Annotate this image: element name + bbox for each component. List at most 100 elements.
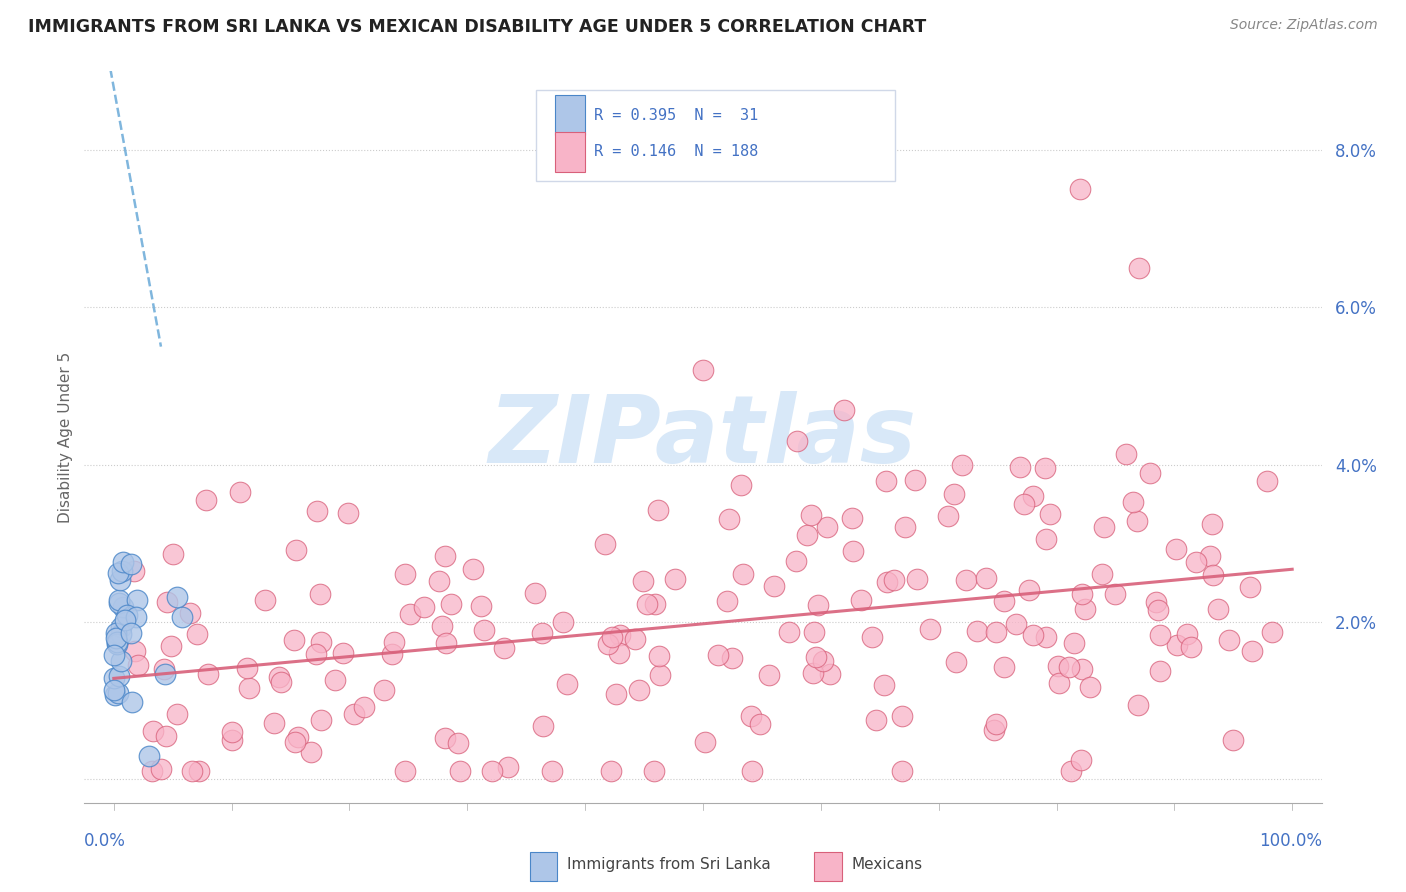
Point (811, 654, 834, 668)
Point (1091, 567, 1114, 582)
Point (115, 608, 138, 623)
Point (648, 648, 671, 663)
Point (110, 654, 132, 668)
Point (1149, 664, 1171, 678)
FancyBboxPatch shape (554, 132, 585, 172)
Point (631, 574, 654, 589)
Point (1022, 489, 1045, 503)
Point (114, 613, 136, 627)
Point (110, 573, 132, 587)
Point (141, 764, 163, 779)
Point (692, 363, 714, 377)
Point (1256, 474, 1278, 488)
Point (1071, 662, 1094, 676)
Point (122, 564, 145, 578)
FancyBboxPatch shape (536, 90, 894, 181)
Point (628, 683, 651, 698)
Point (643, 764, 665, 779)
Point (166, 706, 188, 721)
Point (741, 764, 763, 779)
Point (283, 633, 305, 648)
Point (108, 596, 131, 610)
Point (494, 640, 516, 655)
Point (650, 668, 672, 682)
Point (107, 593, 129, 607)
Point (803, 666, 825, 681)
Point (1047, 658, 1070, 673)
Point (531, 626, 554, 640)
Point (432, 619, 454, 633)
Point (894, 520, 917, 534)
Text: 100.0%: 100.0% (1258, 832, 1322, 850)
Point (1057, 660, 1080, 674)
Point (336, 506, 359, 520)
Point (717, 512, 740, 526)
Point (800, 508, 823, 523)
Point (1092, 520, 1115, 534)
Point (1147, 603, 1170, 617)
Point (160, 639, 183, 653)
Point (309, 587, 332, 601)
Point (1005, 616, 1028, 631)
Point (1199, 549, 1222, 563)
Point (749, 716, 772, 731)
Point (872, 678, 894, 692)
Point (983, 723, 1005, 737)
Point (1021, 628, 1043, 642)
Point (284, 542, 307, 557)
Point (664, 572, 686, 586)
Point (1122, 495, 1144, 509)
Point (551, 615, 574, 630)
Point (267, 670, 290, 684)
Point (373, 683, 395, 698)
Point (103, 671, 125, 685)
Point (332, 646, 354, 660)
Y-axis label: Disability Age Under 5: Disability Age Under 5 (58, 351, 73, 523)
Point (284, 735, 307, 749)
Point (875, 474, 897, 488)
Point (785, 554, 807, 568)
Point (188, 764, 211, 779)
Point (993, 594, 1015, 608)
Point (733, 566, 755, 581)
Point (984, 716, 1007, 731)
Point (1175, 627, 1198, 641)
Point (1080, 680, 1102, 694)
Point (149, 762, 172, 776)
Point (1047, 676, 1070, 690)
Point (440, 597, 463, 611)
Point (1149, 628, 1171, 642)
Point (849, 593, 872, 607)
Point (263, 715, 285, 730)
Point (1070, 753, 1092, 767)
Point (1139, 467, 1161, 481)
Point (142, 723, 165, 738)
Point (593, 537, 616, 551)
Point (720, 651, 742, 665)
Point (1074, 602, 1097, 616)
Point (817, 520, 839, 534)
Point (693, 735, 716, 749)
Point (472, 623, 495, 637)
Text: IMMIGRANTS FROM SRI LANKA VS MEXICAN DISABILITY AGE UNDER 5 CORRELATION CHART: IMMIGRANTS FROM SRI LANKA VS MEXICAN DIS… (28, 18, 927, 36)
Point (803, 625, 825, 640)
Point (107, 669, 129, 683)
Point (1201, 516, 1223, 531)
Point (1184, 554, 1206, 568)
Point (323, 673, 346, 687)
Point (993, 659, 1015, 673)
Point (311, 713, 333, 727)
Point (107, 636, 129, 650)
Point (598, 637, 620, 651)
Point (557, 677, 579, 691)
Point (1166, 638, 1188, 652)
Point (1033, 461, 1056, 475)
Point (221, 725, 243, 739)
Point (381, 647, 404, 661)
Text: R = 0.395  N =  31: R = 0.395 N = 31 (595, 108, 758, 123)
Point (806, 649, 828, 664)
Text: ZIPatlas: ZIPatlas (489, 391, 917, 483)
Point (299, 745, 322, 759)
Point (1261, 624, 1284, 639)
Point (1126, 514, 1149, 528)
